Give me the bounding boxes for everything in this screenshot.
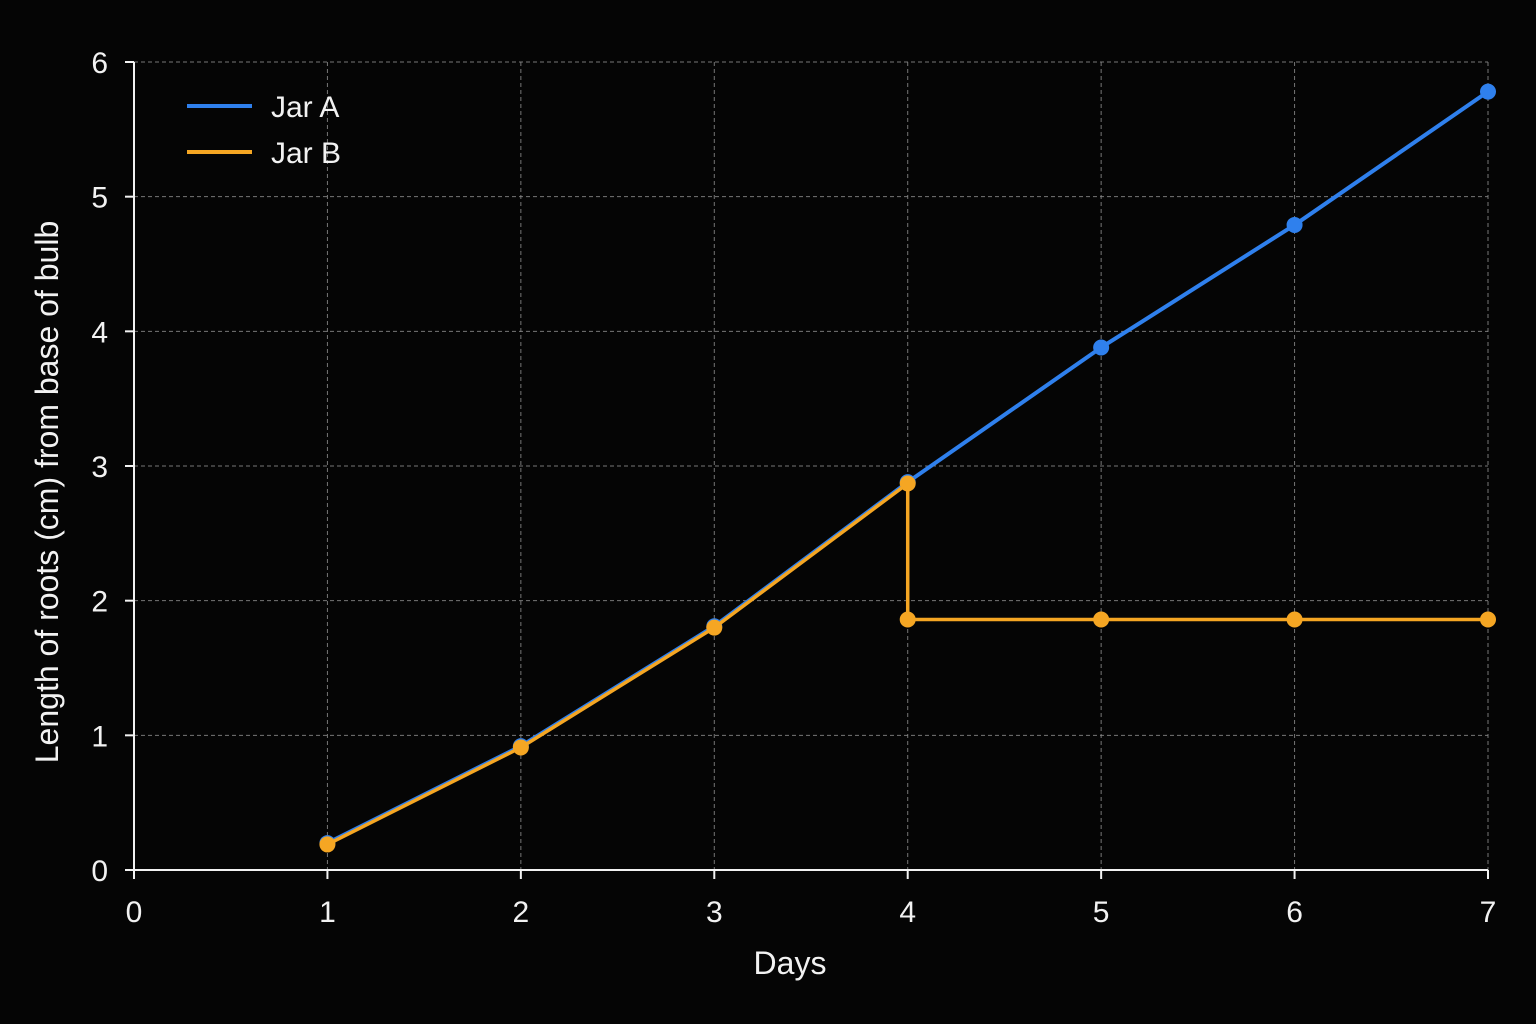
y-tick-label: 3 bbox=[91, 451, 108, 484]
data-point bbox=[1480, 611, 1496, 628]
y-tick-label: 6 bbox=[91, 47, 108, 80]
y-tick-label: 0 bbox=[91, 855, 108, 888]
y-tick-label: 4 bbox=[91, 316, 108, 349]
legend-label: Jar B bbox=[271, 137, 341, 170]
x-tick-label: 7 bbox=[1480, 896, 1497, 929]
series-jar-b bbox=[319, 475, 1496, 853]
legend-item-jar-a: Jar A bbox=[187, 91, 339, 124]
data-point bbox=[1093, 611, 1110, 628]
data-point bbox=[1093, 339, 1110, 356]
grid-lines bbox=[134, 61, 1489, 870]
legend-label: Jar A bbox=[271, 91, 339, 124]
x-tick-label: 0 bbox=[126, 896, 143, 929]
x-tick-label: 4 bbox=[899, 896, 916, 929]
data-point bbox=[706, 619, 723, 636]
y-axis-title: Length of roots (cm) from base of bulb bbox=[29, 221, 65, 763]
series-line bbox=[325, 481, 1490, 847]
y-tick-labels: 0 1 2 3 4 5 6 bbox=[91, 47, 108, 888]
legend: Jar A Jar B bbox=[187, 91, 341, 170]
y-tick-label: 5 bbox=[91, 182, 108, 215]
series-group bbox=[319, 83, 1496, 853]
data-point bbox=[899, 475, 916, 492]
data-point bbox=[1286, 216, 1303, 233]
x-tick-labels: 0 1 2 3 4 5 6 7 bbox=[126, 896, 1497, 929]
data-point bbox=[512, 739, 529, 756]
data-point bbox=[1480, 83, 1496, 100]
legend-item-jar-b: Jar B bbox=[187, 137, 341, 170]
data-point bbox=[319, 836, 336, 853]
y-tick-label: 2 bbox=[91, 586, 108, 619]
data-point bbox=[899, 611, 916, 628]
x-tick-label: 3 bbox=[706, 896, 723, 929]
data-point bbox=[1286, 611, 1303, 628]
x-axis-title: Days bbox=[754, 945, 827, 981]
y-tick-label: 1 bbox=[91, 720, 108, 753]
x-tick-label: 6 bbox=[1286, 896, 1303, 929]
x-tick-label: 2 bbox=[513, 896, 530, 929]
x-tick-label: 1 bbox=[319, 896, 336, 929]
x-tick-label: 5 bbox=[1093, 896, 1110, 929]
axes bbox=[125, 61, 1489, 879]
